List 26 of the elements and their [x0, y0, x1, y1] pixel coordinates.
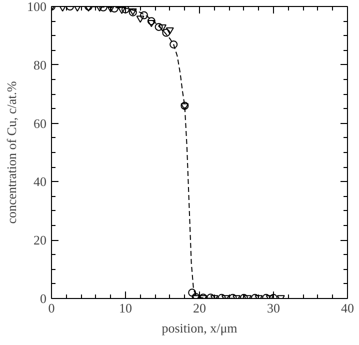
point [158, 24, 166, 32]
y-tick-label: 0 [40, 291, 46, 306]
point [147, 20, 156, 28]
y-tick-label: 100 [27, 0, 46, 14]
y-tick-label: 20 [34, 232, 46, 248]
y-tick-label: 80 [34, 57, 46, 72]
y-axis-title: concentration of Cu, c/at.% [4, 81, 19, 224]
x-axis-title: position, x/μm [162, 320, 238, 336]
x-tick-label: 40 [341, 300, 354, 316]
point [170, 40, 178, 48]
point [188, 288, 196, 297]
point [106, 6, 115, 12]
point [118, 6, 126, 14]
point [136, 16, 144, 23]
point [162, 28, 170, 37]
x-tick-label: 20 [193, 300, 206, 316]
x-tick-label: 30 [267, 300, 280, 316]
point [154, 22, 163, 31]
point [122, 6, 130, 14]
x-tick-label: 10 [119, 300, 132, 316]
point [140, 11, 148, 20]
y-tick-label: 40 [34, 174, 46, 190]
point [166, 27, 174, 34]
point [110, 6, 118, 13]
y-tick-label: 60 [34, 116, 46, 131]
point [147, 17, 156, 26]
